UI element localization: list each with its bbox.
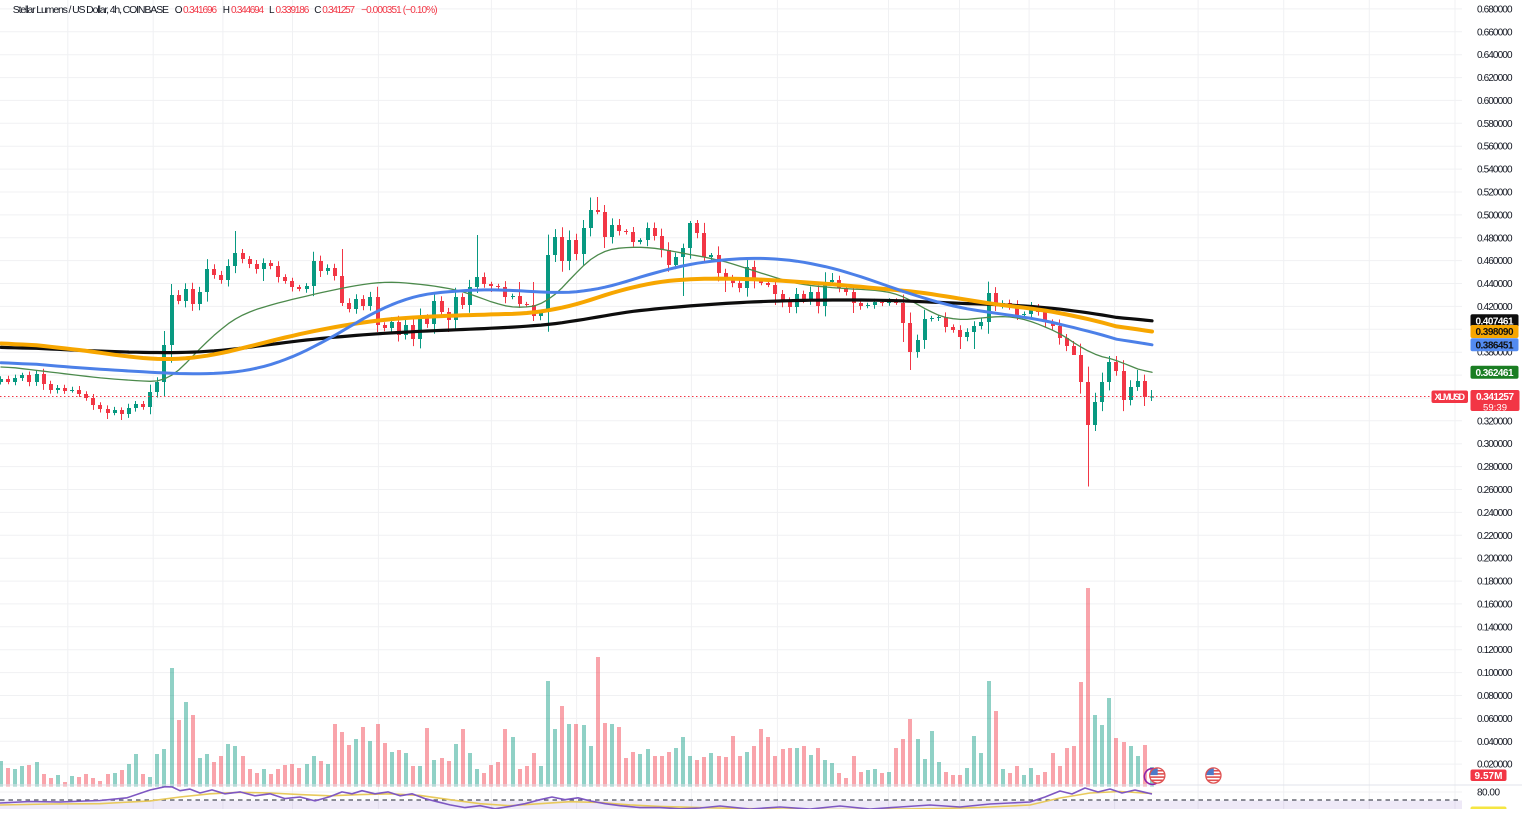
svg-text:0.339186: 0.339186 xyxy=(276,5,310,16)
svg-text:0.420000: 0.420000 xyxy=(1477,302,1513,313)
svg-text:0.480000: 0.480000 xyxy=(1477,233,1513,244)
svg-text:C: C xyxy=(314,5,321,16)
svg-text:0.320000: 0.320000 xyxy=(1477,416,1513,427)
svg-text:0.580000: 0.580000 xyxy=(1477,119,1513,130)
svg-text:0.386451: 0.386451 xyxy=(1476,340,1514,351)
svg-text:0.600000: 0.600000 xyxy=(1477,96,1513,107)
svg-text:0.100000: 0.100000 xyxy=(1477,668,1513,679)
svg-text:0.140000: 0.140000 xyxy=(1477,622,1513,633)
svg-text:0.380000: 0.380000 xyxy=(1477,348,1513,359)
svg-text:0.220000: 0.220000 xyxy=(1477,531,1513,542)
svg-text:0.300000: 0.300000 xyxy=(1477,439,1513,450)
svg-text:59:39: 59:39 xyxy=(1483,402,1507,413)
svg-text:0.341257: 0.341257 xyxy=(1476,392,1514,403)
svg-text:O: O xyxy=(175,5,183,16)
svg-text:0.500000: 0.500000 xyxy=(1477,210,1513,221)
svg-text:−0.000351 (−0.10%): −0.000351 (−0.10%) xyxy=(361,5,438,16)
svg-text:0.060000: 0.060000 xyxy=(1477,714,1513,725)
svg-text:0.040000: 0.040000 xyxy=(1477,737,1513,748)
svg-text:0.520000: 0.520000 xyxy=(1477,188,1513,199)
svg-text:0.341257: 0.341257 xyxy=(322,5,355,16)
svg-text:0.341696: 0.341696 xyxy=(183,5,217,16)
svg-text:0.540000: 0.540000 xyxy=(1477,165,1513,176)
svg-text:0.240000: 0.240000 xyxy=(1477,508,1513,519)
svg-text:80.00: 80.00 xyxy=(1477,787,1500,798)
svg-text:Stellar Lumens / US Dollar, 4h: Stellar Lumens / US Dollar, 4h, COINBASE xyxy=(13,4,169,16)
svg-text:9.57M: 9.57M xyxy=(1475,771,1503,782)
svg-text:0.680000: 0.680000 xyxy=(1477,4,1513,15)
svg-text:0.200000: 0.200000 xyxy=(1477,554,1513,565)
svg-text:L: L xyxy=(269,5,275,16)
svg-text:0.660000: 0.660000 xyxy=(1477,27,1513,38)
svg-text:0.260000: 0.260000 xyxy=(1477,485,1513,496)
svg-text:0.080000: 0.080000 xyxy=(1477,691,1513,702)
svg-text:0.020000: 0.020000 xyxy=(1477,760,1513,771)
svg-text:0.280000: 0.280000 xyxy=(1477,462,1513,473)
svg-text:0.640000: 0.640000 xyxy=(1477,50,1513,61)
svg-text:0.560000: 0.560000 xyxy=(1477,142,1513,153)
svg-text:0.398090: 0.398090 xyxy=(1476,327,1514,338)
svg-text:0.120000: 0.120000 xyxy=(1477,645,1513,656)
svg-text:0.460000: 0.460000 xyxy=(1477,256,1513,267)
svg-text:0.180000: 0.180000 xyxy=(1477,577,1513,588)
svg-text:0.160000: 0.160000 xyxy=(1477,599,1513,610)
svg-text:H: H xyxy=(223,5,230,16)
svg-text:0.620000: 0.620000 xyxy=(1477,73,1513,84)
svg-text:0.362461: 0.362461 xyxy=(1476,368,1514,379)
svg-text:0.344694: 0.344694 xyxy=(231,5,264,16)
svg-text:0.440000: 0.440000 xyxy=(1477,279,1513,290)
svg-text:0.407461: 0.407461 xyxy=(1476,316,1514,327)
svg-text:XLMUSD: XLMUSD xyxy=(1435,392,1466,402)
